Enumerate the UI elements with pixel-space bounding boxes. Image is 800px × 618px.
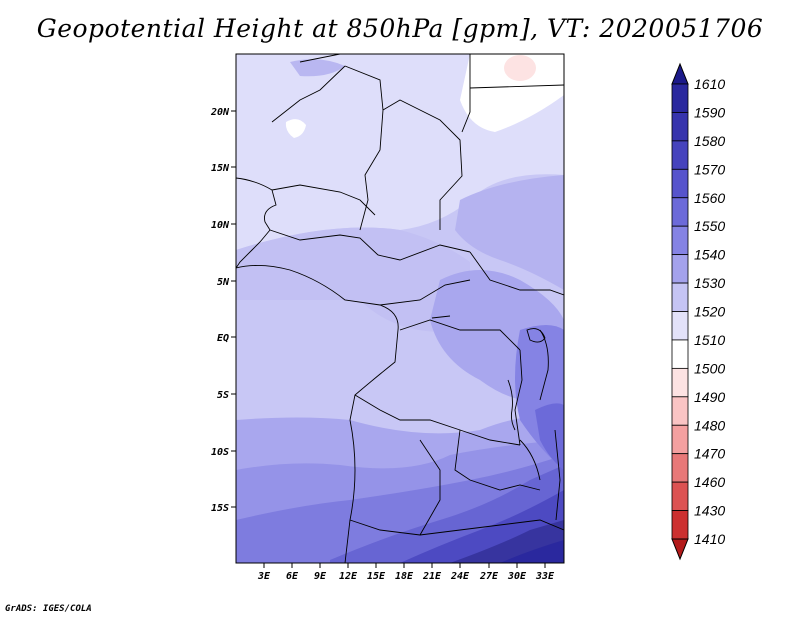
colorbar-swatch <box>671 282 689 312</box>
lon-tick-label: 6E <box>286 571 299 582</box>
lat-tick-label: 20N <box>210 107 230 118</box>
colorbar-swatch <box>671 424 689 455</box>
lakes <box>431 315 546 481</box>
lat-tick-label: 15S <box>211 503 229 514</box>
lat-tick-label: 10S <box>211 447 229 458</box>
colorbar-swatch <box>671 396 689 426</box>
colorbar-bottom-arrow <box>671 538 689 561</box>
credits: GrADS: IGES/COLA <box>5 604 92 614</box>
colorbar-label: 1460 <box>694 474 725 490</box>
colorbar-label: 1540 <box>694 247 725 263</box>
lat-tick-label: 5N <box>217 277 230 288</box>
colorbar-label: 1520 <box>694 304 725 320</box>
colorbar-swatch <box>671 168 689 199</box>
colorbar-label: 1410 <box>694 531 725 547</box>
colorbar-swatch <box>671 481 689 511</box>
lat-axis: 20N 15N 10N 5N EQ 5S 10S 15S <box>210 107 236 514</box>
colorbar-swatch <box>671 311 689 341</box>
lon-tick-label: 30E <box>507 571 527 582</box>
lat-tick-label: 10N <box>211 220 230 231</box>
colorbar-swatch <box>671 197 689 227</box>
lon-axis: 3E 6E 9E 12E 15E 18E 21E 24E 27E 30E 33E <box>257 563 555 582</box>
colorbar-swatch <box>671 225 689 256</box>
lat-tick-label: EQ <box>217 333 229 344</box>
colorbar-label: 1510 <box>694 332 725 348</box>
colorbar-label: 1490 <box>694 389 725 405</box>
height-field <box>236 54 564 563</box>
colorbar-label: 1610 <box>694 76 725 92</box>
country-borders <box>236 54 564 563</box>
colorbar-swatch <box>671 254 689 284</box>
lon-tick-label: 27E <box>479 571 499 582</box>
colorbar-label: 1500 <box>694 360 725 376</box>
colorbar: 1610 1590 1580 1570 1560 1550 1540 1530 1520 1510… <box>671 62 725 561</box>
lon-tick-label: 33E <box>535 571 555 582</box>
colorbar-swatch <box>671 112 689 142</box>
colorbar-swatch <box>671 453 689 483</box>
colorbar-top-arrow <box>671 62 689 85</box>
colorbar-label: 1470 <box>694 446 725 462</box>
colorbar-label: 1480 <box>694 417 725 433</box>
lon-tick-label: 12E <box>339 571 358 582</box>
lon-tick-label: 18E <box>395 571 414 582</box>
colorbar-label: 1560 <box>694 190 725 206</box>
colorbar-label: 1570 <box>694 161 725 177</box>
lon-tick-label: 24E <box>450 571 470 582</box>
colorbar-label: 1530 <box>694 275 725 291</box>
lat-tick-label: 15N <box>211 163 230 174</box>
lon-tick-label: 15E <box>367 571 386 582</box>
colorbar-label: 1580 <box>694 133 725 149</box>
colorbar-swatch <box>671 83 689 113</box>
colorbar-label: 1430 <box>694 503 725 519</box>
colorbar-swatch <box>671 367 689 398</box>
map-frame <box>235 53 565 564</box>
colorbar-swatch <box>671 510 689 540</box>
lon-tick-label: 21E <box>422 571 442 582</box>
lon-tick-label: 9E <box>314 571 327 582</box>
lon-tick-label: 3E <box>257 571 271 582</box>
colorbar-swatch <box>671 339 689 369</box>
lat-tick-label: 5S <box>217 390 229 401</box>
map-title: Geopotential Height at 850hPa [gpm], VT:… <box>36 14 764 43</box>
colorbar-label: 1590 <box>694 104 725 120</box>
colorbar-label: 1550 <box>694 218 725 234</box>
colorbar-swatch <box>671 140 689 170</box>
